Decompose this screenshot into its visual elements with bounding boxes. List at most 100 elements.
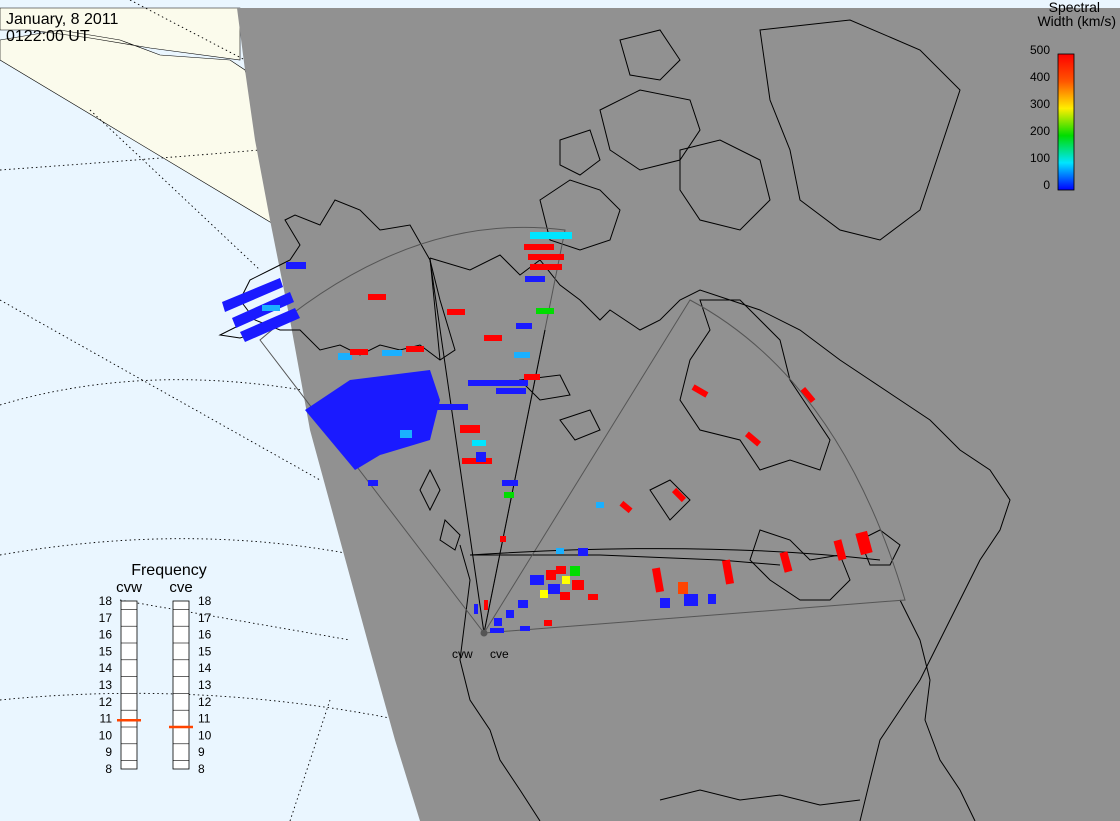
scatter-cell [472, 440, 486, 446]
scatter-cell [222, 278, 283, 312]
scatter-block-blue [305, 370, 440, 470]
radar-label-cvw: cvw [452, 647, 473, 661]
scatter-cell [556, 548, 564, 554]
frequency-tick-left: 11 [100, 712, 113, 726]
frequency-tick-left: 15 [99, 644, 113, 658]
scatter-cell [556, 566, 566, 574]
scatter-cell [368, 294, 386, 300]
frequency-tick-left: 14 [99, 661, 113, 675]
colorbar-tick: 0 [1043, 178, 1050, 192]
scatter-cell [855, 530, 873, 556]
colorbar-gradient [1057, 53, 1075, 191]
frequency-tick-left: 17 [99, 611, 113, 625]
frequency-panel: Frequency cvw cve 18 18 17 17 16 16 15 15 14 14 13… [99, 562, 212, 776]
frequency-tick-left: 9 [105, 745, 112, 759]
scatter-cell [833, 539, 847, 561]
frequency-tick-right: 12 [198, 695, 212, 709]
scatter-cell [520, 626, 530, 631]
frequency-col-label-cve: cve [169, 579, 192, 596]
scatter-cell [516, 323, 532, 329]
time-label: 0122:00 UT [6, 28, 90, 45]
scatter-cell [530, 232, 572, 239]
radar-fov-outlines [259, 226, 906, 635]
scatter-cell [460, 425, 480, 433]
frequency-tick-right: 14 [198, 661, 212, 675]
scatter-cell [524, 374, 540, 380]
frequency-tick-right: 8 [198, 762, 205, 776]
scatter-cell [382, 350, 402, 356]
scatter-cell [691, 384, 709, 398]
scatter-cell [484, 600, 488, 610]
frequency-tick-right: 15 [198, 644, 212, 658]
scatter-cell [660, 598, 670, 608]
scatter-cell [406, 346, 424, 352]
frequency-tick-left: 10 [99, 728, 113, 742]
scatter-cell [447, 309, 465, 315]
colorbar-tick: 200 [1030, 124, 1050, 138]
radar-site-marker [480, 629, 488, 637]
scatter-cell [528, 254, 564, 260]
scatter-cell [490, 628, 504, 633]
scatter-cell [671, 487, 687, 503]
scatter-cell [500, 536, 506, 542]
frequency-tick-right: 10 [198, 728, 212, 742]
scatter-cell [474, 604, 478, 614]
scatter-cell [502, 480, 518, 486]
frequency-title: Frequency [131, 562, 207, 579]
scatter-cell [496, 388, 526, 394]
frequency-tick-right: 11 [198, 712, 211, 726]
frequency-tick-right: 13 [198, 678, 212, 692]
scatter-cell [562, 576, 570, 584]
scatter-cell [400, 430, 412, 438]
scatter-cell [504, 492, 514, 498]
frequency-tick-left: 18 [99, 594, 113, 608]
scatter-cell [684, 594, 698, 606]
scatter-cell [350, 349, 368, 355]
frequency-tick-left: 13 [99, 678, 113, 692]
colorbar-tick: 400 [1030, 70, 1050, 84]
scatter-cell [514, 352, 530, 358]
scatter-cell [548, 584, 560, 594]
frequency-tick-right: 16 [198, 628, 212, 642]
scatter-cell [588, 594, 598, 600]
frequency-tick-right: 18 [198, 594, 212, 608]
scatter-cell [494, 618, 502, 626]
frequency-tick-right: 9 [198, 745, 205, 759]
scatter-cell [506, 610, 514, 618]
colorbar-title-line1: Spectral [1049, 0, 1100, 15]
scatter-cell [800, 386, 816, 404]
colorbar-title-line2: Width (km/s) [1037, 13, 1116, 29]
scatter-cell [744, 431, 762, 447]
scatter-cell [596, 502, 604, 508]
frequency-tick-left: 8 [105, 762, 112, 776]
scatter-cell [721, 559, 735, 585]
scatter-cell [432, 404, 468, 410]
frequency-col-label-cvw: cvw [116, 579, 142, 596]
scatter-cell [546, 570, 556, 580]
scatter-cell [651, 567, 665, 593]
scatter-cell [476, 452, 486, 462]
scatter-cell [578, 548, 588, 556]
colorbar-tick: 100 [1030, 151, 1050, 165]
colorbar-tick: 500 [1030, 43, 1050, 57]
scatter-cell [570, 566, 580, 576]
scatter-cell [544, 620, 552, 626]
frequency-tick-left: 12 [99, 695, 113, 709]
scatter-cell [572, 580, 584, 590]
scatter-cell [524, 244, 554, 250]
spectral-width-colorbar: Spectral Width (km/s) 500 400 300 200 10… [1030, 0, 1116, 192]
scatter-cell [468, 380, 528, 386]
scatter-cell [779, 551, 793, 573]
scatter-cell [525, 276, 545, 282]
night-region [237, 8, 1120, 821]
scatter-cell [368, 480, 378, 486]
scatter-cell [530, 264, 562, 270]
scatter-cell [286, 262, 306, 269]
scatter-cell [560, 592, 570, 600]
scatter-cell [540, 590, 548, 598]
scatter-cell [240, 308, 300, 342]
scatter-cell [536, 308, 554, 314]
date-label: January, 8 2011 [6, 11, 118, 28]
